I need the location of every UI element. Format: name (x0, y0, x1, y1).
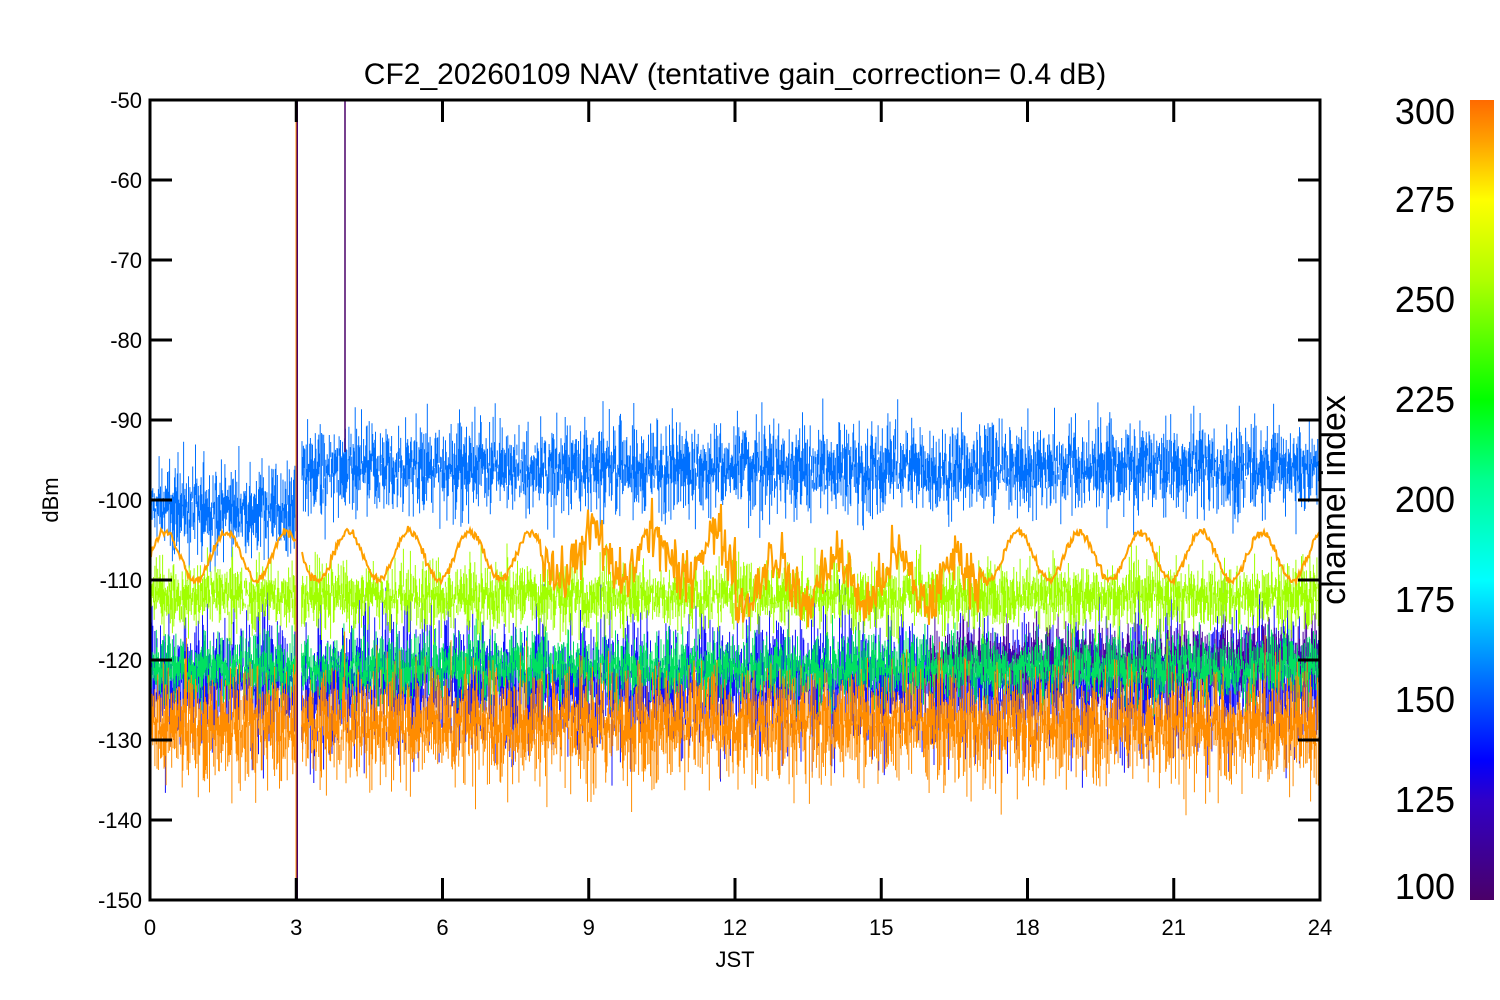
y-tick-label: -130 (98, 728, 142, 753)
colorbar (1470, 100, 1494, 900)
chart-title: CF2_20260109 NAV (tentative gain_correct… (364, 58, 1106, 91)
series-oscillation (149, 497, 1321, 628)
x-tick-label: 24 (1308, 915, 1332, 940)
colorbar-ticks: 300 275 250 225 200 175 150 125 100 (1395, 91, 1455, 907)
y-tick-label: -150 (98, 888, 142, 913)
y-axis-label: dBm (38, 477, 63, 522)
x-tick-label: 0 (144, 915, 156, 940)
x-tick-label: 6 (436, 915, 448, 940)
data-gap (297, 100, 302, 900)
x-tick-label: 15 (869, 915, 893, 940)
y-tick-label: -100 (98, 488, 142, 513)
x-axis-label: JST (715, 947, 754, 972)
x-tick-label: 12 (723, 915, 747, 940)
y-tick-label: -90 (110, 408, 142, 433)
x-tick-label: 21 (1162, 915, 1186, 940)
y-tick-label: -50 (110, 88, 142, 113)
colorbar-tick-label: 100 (1395, 866, 1455, 907)
colorbar-tick-label: 225 (1395, 379, 1455, 420)
colorbar-tick-label: 175 (1395, 579, 1455, 620)
plot-area (149, 100, 1321, 900)
y-tick-label: -110 (100, 568, 142, 593)
colorbar-tick-label: 250 (1395, 279, 1455, 320)
colorbar-tick-label: 200 (1395, 479, 1455, 520)
x-tick-label: 3 (290, 915, 302, 940)
colorbar-tick-label: 300 (1395, 91, 1455, 132)
colorbar-tick-label: 125 (1395, 779, 1455, 820)
x-tick-label: 18 (1015, 915, 1039, 940)
y-tick-label: -80 (110, 328, 142, 353)
colorbar-tick-label: 150 (1395, 679, 1455, 720)
y-tick-label: -140 (98, 808, 142, 833)
y-tick-label: -70 (110, 248, 142, 273)
axes: 0 3 6 9 12 15 18 21 24 -50 -60 -70 -80 -90 -100 -110 -12… (98, 88, 1332, 940)
colorbar-tick-label: 275 (1395, 179, 1455, 220)
x-tick-label: 9 (583, 915, 595, 940)
y-tick-label: -60 (110, 168, 142, 193)
colorbar-label: channel index (1315, 395, 1353, 605)
y-tick-label: -120 (98, 648, 142, 673)
